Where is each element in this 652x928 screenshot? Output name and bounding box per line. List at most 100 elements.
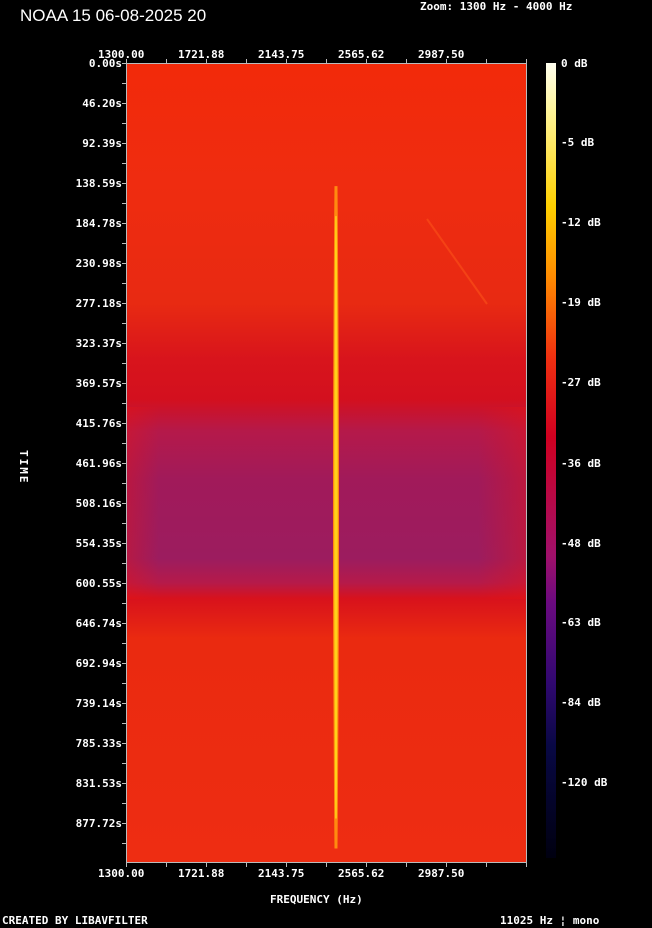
x-tick-mark (406, 59, 407, 63)
y-tick-mark (122, 643, 126, 644)
y-tick-label: 0.00s (88, 57, 122, 70)
colorbar-label: 0 dB (561, 57, 588, 70)
colorbar-label: -12 dB (561, 216, 601, 229)
colorbar-label: -5 dB (561, 136, 595, 149)
y-tick-label: 277.18s (75, 297, 122, 310)
colorbar-label: -48 dB (561, 537, 601, 550)
chart-title: NOAA 15 06-08-2025 20 (20, 6, 207, 25)
y-tick-mark (122, 323, 126, 324)
y-tick-mark (122, 623, 126, 624)
y-tick-label: 739.14s (75, 697, 122, 710)
y-tick-label: 785.33s (75, 737, 122, 750)
colorbar-label: -84 dB (561, 696, 601, 709)
y-tick-label: 323.37s (75, 337, 122, 350)
y-tick-label: 646.74s (75, 617, 122, 630)
x-tick-mark (206, 863, 207, 867)
x-tick-mark (286, 59, 287, 63)
x-tick-mark (246, 59, 247, 63)
y-tick-label: 600.55s (75, 577, 122, 590)
x-axis-label: FREQUENCY (Hz) (270, 893, 363, 906)
y-tick-mark (122, 503, 126, 504)
zoom-range-label: Zoom: 1300 Hz - 4000 Hz (420, 0, 573, 13)
y-tick-mark (122, 463, 126, 464)
colorbar-label: -27 dB (561, 376, 601, 389)
y-tick-mark (122, 143, 126, 144)
y-tick-mark (122, 603, 126, 604)
y-tick-label: 831.53s (75, 777, 122, 790)
x-tick-label: 2143.75 (258, 48, 305, 61)
y-tick-label: 554.35s (75, 537, 122, 550)
sample-rate-label: 11025 Hz ¦ mono (500, 914, 600, 927)
created-by-label: CREATED BY LIBAVFILTER (2, 914, 148, 927)
y-tick-mark (122, 443, 126, 444)
y-tick-mark (122, 723, 126, 724)
x-tick-mark (366, 863, 367, 867)
x-tick-mark (406, 863, 407, 867)
x-tick-mark (286, 863, 287, 867)
colorbar-label: -120 dB (561, 776, 608, 789)
x-tick-mark (126, 863, 127, 867)
y-tick-mark (122, 283, 126, 284)
y-tick-label: 369.57s (75, 377, 122, 390)
x-tick-mark (486, 59, 487, 63)
y-tick-mark (122, 523, 126, 524)
x-tick-label: 1300.00 (98, 867, 145, 880)
y-tick-mark (122, 743, 126, 744)
y-axis-label: TIME (17, 450, 30, 485)
y-tick-mark (122, 223, 126, 224)
y-tick-label: 692.94s (75, 657, 122, 670)
y-tick-mark (122, 583, 126, 584)
y-tick-mark (122, 123, 126, 124)
signal-trace (334, 216, 338, 819)
faint-doppler-trace (426, 218, 488, 305)
x-tick-mark (326, 863, 327, 867)
y-tick-mark (122, 83, 126, 84)
y-tick-mark (122, 703, 126, 704)
y-tick-mark (122, 343, 126, 344)
x-tick-label: 1300.00 (98, 48, 145, 61)
y-tick-mark (122, 183, 126, 184)
x-tick-label: 2143.75 (258, 867, 305, 880)
y-tick-mark (122, 543, 126, 544)
y-tick-mark (122, 163, 126, 164)
y-tick-mark (122, 683, 126, 684)
y-tick-mark (122, 423, 126, 424)
signal-layer (332, 186, 488, 849)
y-tick-mark (122, 483, 126, 484)
x-tick-mark (246, 863, 247, 867)
y-tick-mark (122, 803, 126, 804)
y-tick-mark (122, 763, 126, 764)
y-tick-mark (122, 403, 126, 404)
y-tick-mark (122, 243, 126, 244)
colorbar-label: -63 dB (561, 616, 601, 629)
x-tick-mark (366, 59, 367, 63)
x-tick-mark (326, 59, 327, 63)
y-tick-mark (122, 63, 126, 64)
y-tick-label: 877.72s (75, 817, 122, 830)
y-tick-mark (122, 103, 126, 104)
x-tick-label: 1721.88 (178, 867, 225, 880)
y-tick-mark (122, 263, 126, 264)
y-tick-label: 230.98s (75, 257, 122, 270)
y-tick-mark (122, 203, 126, 204)
y-tick-label: 92.39s (82, 137, 122, 150)
y-tick-mark (122, 563, 126, 564)
x-tick-label: 2987.50 (418, 48, 465, 61)
y-tick-label: 415.76s (75, 417, 122, 430)
x-tick-mark (126, 59, 127, 63)
y-tick-label: 508.16s (75, 497, 122, 510)
y-tick-mark (122, 823, 126, 824)
y-tick-mark (122, 383, 126, 384)
colorbar-label: -36 dB (561, 457, 601, 470)
x-tick-label: 2987.50 (418, 867, 465, 880)
x-tick-mark (166, 863, 167, 867)
y-tick-mark (122, 363, 126, 364)
y-tick-mark (122, 663, 126, 664)
x-tick-mark (206, 59, 207, 63)
x-tick-mark (446, 59, 447, 63)
y-tick-label: 46.20s (82, 97, 122, 110)
weak-signal-band (127, 407, 526, 599)
x-tick-mark (526, 59, 527, 63)
colorbar (546, 63, 556, 858)
x-tick-mark (166, 59, 167, 63)
